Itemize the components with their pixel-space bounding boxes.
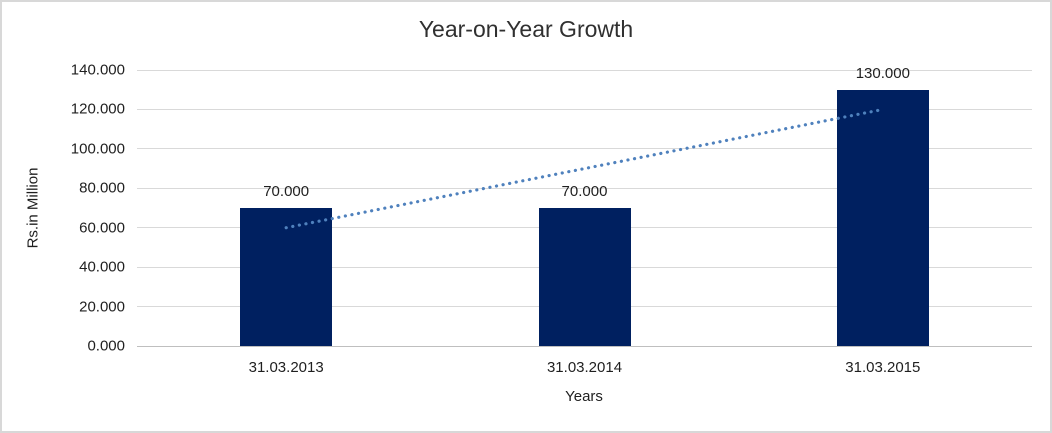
y-tick-label: 80.000 xyxy=(79,179,125,197)
x-tick-label: 31.03.2014 xyxy=(546,359,623,376)
x-axis-line xyxy=(137,345,1032,347)
bar xyxy=(836,89,929,346)
x-axis-title: Years xyxy=(565,388,603,405)
bar xyxy=(240,208,333,346)
gridline xyxy=(137,69,1032,71)
y-tick-label: 20.000 xyxy=(79,298,125,316)
x-tick-label: 31.03.2015 xyxy=(845,359,921,376)
y-tick-label: 140.000 xyxy=(70,61,125,79)
bar-value-label: 70.000 xyxy=(561,183,608,200)
bar-value-label: 70.000 xyxy=(263,183,310,200)
y-tick-label: 60.000 xyxy=(79,219,125,237)
x-tick-label: 31.03.2013 xyxy=(248,359,324,376)
bar xyxy=(538,208,631,346)
y-tick-label: 40.000 xyxy=(79,258,125,276)
y-tick-label: 100.000 xyxy=(70,140,125,158)
bar-value-label: 130.000 xyxy=(855,64,910,82)
y-tick-label: 0.000 xyxy=(87,337,125,355)
y-tick-label: 120.000 xyxy=(70,100,125,118)
chart-title: Year-on-Year Growth xyxy=(418,16,634,42)
